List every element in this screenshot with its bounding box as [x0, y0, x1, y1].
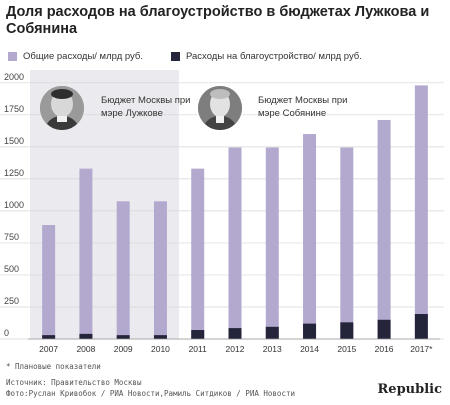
bar-improvement-2016 — [377, 319, 391, 339]
x-tick-label: 2014 — [300, 344, 319, 354]
legend-swatch-total — [8, 52, 17, 61]
x-tick-label: 2011 — [189, 344, 208, 354]
annotation-sobyanin: Бюджет Москвы при мэре Собянине — [258, 95, 348, 119]
source-text: Источник: Правительство Москвы — [6, 378, 142, 387]
legend-label-improvement: Расходы на благоустройство/ млрд руб. — [186, 51, 362, 62]
x-tick-label: 2012 — [226, 344, 245, 354]
y-tick-label: 1750 — [4, 104, 24, 114]
y-tick-label: 1250 — [4, 168, 24, 178]
legend-label-total: Общие расходы/ млрд руб. — [23, 51, 143, 62]
x-tick-label: 2010 — [151, 344, 170, 354]
x-tick-label: 2008 — [76, 344, 95, 354]
bar-total-2012 — [228, 147, 242, 339]
bar-improvement-2010 — [153, 335, 167, 339]
legend-item-improvement: Расходы на благоустройство/ млрд руб. — [171, 51, 362, 62]
x-tick-label: 2017* — [410, 344, 433, 354]
x-tick-label: 2007 — [39, 344, 58, 354]
bar-total-2008 — [79, 168, 93, 339]
chart-title: Доля расходов на благоустройство в бюдже… — [6, 4, 430, 37]
bar-total-2017 — [414, 85, 428, 339]
bar-improvement-2015 — [340, 322, 354, 339]
y-tick-label: 0 — [4, 328, 9, 338]
legend-item-total: Общие расходы/ млрд руб. — [8, 51, 143, 62]
bar-improvement-2008 — [79, 333, 93, 339]
bar-total-2009 — [116, 201, 130, 339]
bar-total-2014 — [303, 134, 317, 339]
bar-improvement-2013 — [265, 326, 279, 339]
bar-improvement-2014 — [303, 323, 317, 339]
bar-improvement-2009 — [116, 335, 130, 339]
sobyanin-portrait — [198, 86, 242, 130]
x-tick-label: 2016 — [375, 344, 394, 354]
y-tick-label: 750 — [4, 232, 19, 242]
bar-total-2016 — [377, 119, 391, 339]
footnote: * Плановые показатели — [6, 362, 101, 371]
x-tick-label: 2015 — [337, 344, 356, 354]
photo-credit: Фото:Руслан Кривобок / РИА Новости,Рамил… — [6, 389, 295, 398]
bar-total-2007 — [42, 224, 56, 339]
legend-swatch-improvement — [171, 52, 180, 61]
y-tick-label: 1500 — [4, 136, 24, 146]
bar-total-2010 — [153, 201, 167, 339]
y-tick-label: 500 — [4, 264, 19, 274]
brand-logo: Republic — [377, 382, 443, 397]
annotation-luzhkov: Бюджет Москвы при мэре Лужкове — [101, 95, 191, 119]
bar-improvement-2007 — [42, 335, 56, 339]
luzhkov-portrait — [40, 86, 84, 130]
y-tick-label: 2000 — [4, 72, 24, 82]
bar-improvement-2011 — [191, 330, 205, 339]
bar-total-2015 — [340, 147, 354, 339]
x-tick-label: 2013 — [263, 344, 282, 354]
bar-total-2013 — [265, 147, 279, 339]
x-tick-label: 2009 — [114, 344, 133, 354]
bar-improvement-2012 — [228, 328, 242, 339]
bar-improvement-2017 — [414, 314, 428, 339]
bar-total-2011 — [191, 168, 205, 339]
y-tick-label: 1000 — [4, 200, 24, 210]
y-tick-label: 250 — [4, 296, 19, 306]
